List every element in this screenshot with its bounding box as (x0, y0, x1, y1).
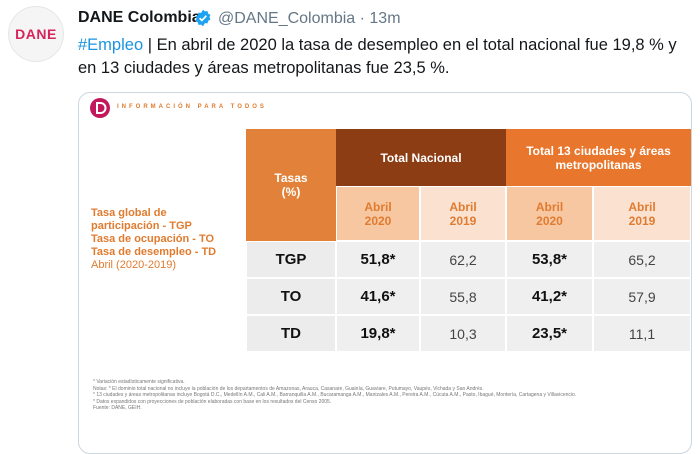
tweet-text: #Empleo | En abril de 2020 la tasa de de… (78, 34, 690, 80)
footnote: * Variación estadísticamente significati… (93, 379, 185, 385)
logo (90, 98, 110, 118)
period-header: Abril 2019 (593, 186, 691, 241)
legend: Tasa global de participación - TGP Tasa … (91, 207, 241, 272)
hashtag[interactable]: #Empleo (78, 36, 144, 54)
footnote: Notas: * El dominio total nacional no in… (93, 385, 484, 392)
legend-period: Abril (2020-2019) (91, 259, 176, 271)
period-header: Abril 2020 (506, 186, 593, 241)
period-header: Abril 2019 (420, 186, 506, 241)
table-cell: 55,8 (420, 278, 506, 315)
table-cell: 10,3 (420, 315, 506, 352)
rate-label: TD (246, 315, 336, 352)
table-cell: 51,8* (336, 241, 420, 278)
table-cell: 62,2 (420, 241, 506, 278)
legend-item: Tasa de ocupación - TO (91, 233, 215, 245)
period-header: Abril 2020 (336, 186, 420, 241)
table-cell: 57,9 (593, 278, 691, 315)
legend-item: Tasa global de participación - TGP (91, 207, 192, 232)
page: {"tweet":{"avatar_text":"DANE","author":… (8, 6, 692, 454)
avatar[interactable]: DANE (8, 6, 64, 62)
table-cell: 41,6* (336, 278, 420, 315)
handle-time: @DANE_Colombia · 13m (218, 10, 401, 27)
footnote: * 13 ciudades y áreas metropolitanas inc… (93, 392, 577, 398)
author-name[interactable]: DANE Colombia (78, 9, 201, 26)
avatar-text: DANE (15, 26, 57, 42)
table-cell: 11,1 (593, 315, 691, 352)
table-cell: 53,8* (506, 241, 593, 278)
tweet-body: | En abril de 2020 la tasa de desempleo … (78, 36, 677, 77)
brand: INFORMACIÓN PARA TODOS (117, 104, 267, 110)
verified-badge (195, 9, 211, 27)
rate-label: TO (246, 278, 336, 315)
table-cell: 41,2* (506, 278, 593, 315)
legend-item: Tasa de desempleo - TD (91, 246, 217, 258)
table-cell: 23,5* (506, 315, 593, 352)
table-cell: 19,8* (336, 315, 420, 352)
corner-header: Tasas (%) (246, 129, 336, 241)
media-card[interactable]: INFORMACIÓN PARA TODOS Tasa global de pa… (78, 92, 692, 454)
group-header: Total 13 ciudades y áreas metropolitanas (506, 129, 691, 186)
group-header: Total Nacional (336, 129, 506, 186)
footnote: Fuente: DANE, GEIH. (93, 405, 142, 411)
rate-label: TGP (246, 241, 336, 278)
footnotes: * Variación estadísticamente significati… (93, 379, 613, 412)
footnote: * Datos expandidos con proyecciones de p… (93, 398, 332, 405)
table-cell: 65,2 (593, 241, 691, 278)
